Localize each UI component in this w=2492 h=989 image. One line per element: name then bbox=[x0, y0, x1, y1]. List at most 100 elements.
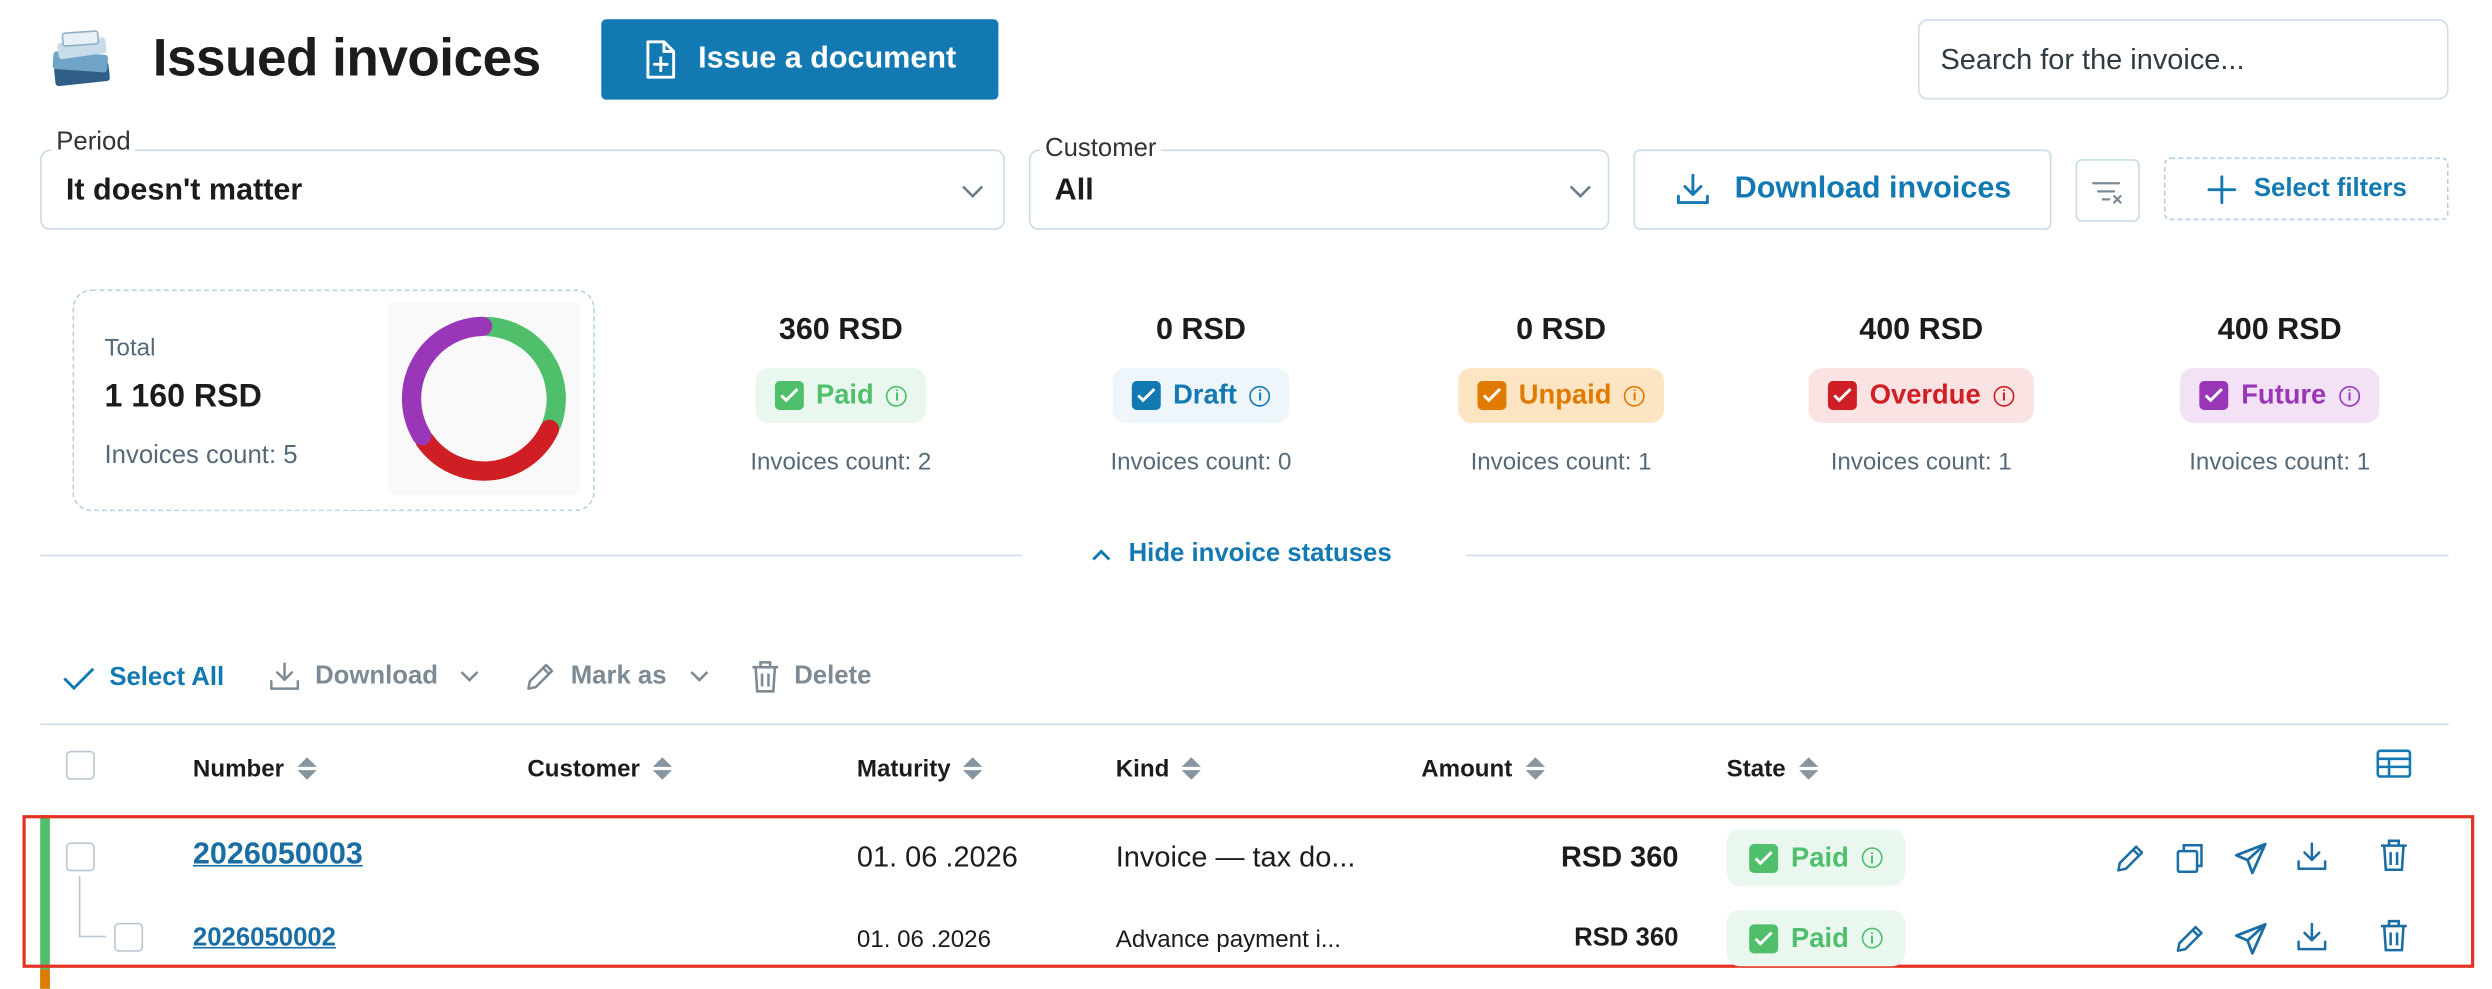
row-state-label: Paid bbox=[1791, 841, 1849, 873]
plus-icon bbox=[2206, 173, 2238, 205]
info-icon: i bbox=[1249, 385, 1271, 406]
search-placeholder: Search for the invoice... bbox=[1940, 42, 2245, 75]
sort-icon bbox=[1182, 757, 1202, 780]
page-title: Issued invoices bbox=[152, 27, 541, 87]
customer-value: All bbox=[1054, 173, 1094, 208]
row-state-badge[interactable]: Paid i bbox=[1726, 909, 1906, 967]
status-amount: 400 RSD bbox=[1859, 313, 1984, 348]
download-invoices-button[interactable]: Download invoices bbox=[1633, 149, 2052, 230]
period-label: Period bbox=[51, 127, 136, 160]
check-icon bbox=[2199, 381, 2229, 410]
donut-segment-future bbox=[401, 316, 493, 446]
column-header-customer[interactable]: Customer bbox=[527, 752, 673, 784]
column-header-kind[interactable]: Kind bbox=[1116, 752, 1202, 784]
sort-icon bbox=[1798, 757, 1818, 780]
info-icon: i bbox=[2339, 385, 2361, 406]
check-icon bbox=[1476, 381, 1506, 410]
column-header-number[interactable]: Number bbox=[192, 752, 317, 784]
status-amount: 0 RSD bbox=[1516, 313, 1607, 348]
donut-segment-overdue bbox=[415, 419, 560, 481]
row-checkbox[interactable] bbox=[114, 922, 144, 952]
status-badge-label: Future bbox=[2241, 379, 2327, 410]
status-badge-label: Paid bbox=[815, 379, 874, 410]
row-maturity: 01. 06 .2026 bbox=[856, 926, 992, 954]
issue-document-label: Issue a document bbox=[698, 41, 957, 76]
bulk-download-button[interactable]: Download bbox=[267, 658, 480, 697]
status-badge[interactable]: Unpaid i bbox=[1457, 368, 1665, 423]
issue-document-button[interactable]: Issue a document bbox=[601, 19, 999, 100]
check-icon bbox=[1749, 843, 1779, 873]
bulk-delete-label: Delete bbox=[794, 662, 872, 690]
section-divider bbox=[1466, 554, 2449, 557]
row-state-badge[interactable]: Paid i bbox=[1726, 829, 1906, 886]
status-count: Invoices count: 1 bbox=[2189, 448, 2371, 476]
row-maturity: 01. 06 .2026 bbox=[856, 840, 1018, 873]
edit-icon[interactable] bbox=[2111, 839, 2150, 878]
column-header-label: State bbox=[1726, 754, 1786, 783]
select-filters-label: Select filters bbox=[2253, 174, 2407, 202]
status-draft: 0 RSD Draft i Invoices count: 0 bbox=[1040, 314, 1362, 491]
row-checkbox[interactable] bbox=[65, 842, 95, 872]
chevron-down-icon bbox=[689, 670, 708, 683]
mark-as-button[interactable]: Mark as bbox=[523, 658, 709, 697]
status-badge[interactable]: Future i bbox=[2180, 368, 2380, 423]
info-icon: i bbox=[1993, 385, 2015, 406]
column-header-label: Maturity bbox=[856, 754, 951, 783]
clear-filters-button[interactable] bbox=[2075, 159, 2140, 222]
check-icon bbox=[1827, 381, 1857, 410]
bulk-delete-button[interactable]: Delete bbox=[749, 658, 871, 697]
column-header-state[interactable]: State bbox=[1727, 752, 1818, 784]
trash-icon bbox=[749, 659, 781, 694]
bulk-download-label: Download bbox=[315, 662, 438, 690]
select-filters-button[interactable]: Select filters bbox=[2163, 157, 2449, 221]
clear-filter-icon bbox=[2090, 176, 2125, 205]
invoice-number-link[interactable]: 2026050003 bbox=[192, 837, 363, 872]
copy-icon[interactable] bbox=[2170, 839, 2209, 878]
download-icon[interactable] bbox=[2293, 918, 2332, 957]
toggle-statuses-link[interactable]: Hide invoice statuses bbox=[1090, 537, 1392, 572]
sort-icon bbox=[963, 757, 983, 780]
column-header-amount[interactable]: Amount bbox=[1421, 752, 1545, 784]
send-icon[interactable] bbox=[2231, 920, 2270, 959]
status-count: Invoices count: 1 bbox=[1470, 448, 1652, 476]
info-icon: i bbox=[886, 385, 908, 406]
status-paid: 360 RSD Paid i Invoices count: 2 bbox=[680, 314, 1002, 491]
invoice-search-input[interactable]: Search for the invoice... bbox=[1917, 19, 2449, 100]
select-all-button[interactable]: Select All bbox=[61, 659, 224, 698]
status-badge[interactable]: Paid i bbox=[754, 368, 927, 423]
status-amount: 360 RSD bbox=[778, 313, 903, 348]
download-icon bbox=[1674, 170, 1713, 209]
period-select[interactable] bbox=[40, 149, 1005, 230]
download-icon[interactable] bbox=[2293, 838, 2332, 877]
send-icon[interactable] bbox=[2231, 839, 2270, 878]
table-columns-icon[interactable] bbox=[2375, 748, 2414, 788]
trash-icon[interactable] bbox=[2375, 916, 2414, 955]
status-badge[interactable]: Overdue i bbox=[1808, 368, 2034, 423]
pencil-icon bbox=[523, 659, 558, 694]
info-icon: i bbox=[1624, 385, 1646, 406]
total-invoices-count: Invoices count: 5 bbox=[104, 442, 298, 470]
status-badge[interactable]: Draft i bbox=[1111, 368, 1290, 423]
row-status-indicator bbox=[40, 969, 50, 989]
download-invoices-label: Download invoices bbox=[1734, 172, 2012, 206]
add-document-icon bbox=[643, 39, 678, 81]
status-count: Invoices count: 2 bbox=[750, 448, 932, 476]
selection-highlight bbox=[22, 815, 2475, 968]
status-unpaid: 0 RSD Unpaid i Invoices count: 1 bbox=[1400, 314, 1722, 491]
status-amount: 400 RSD bbox=[2217, 313, 2342, 348]
column-header-label: Number bbox=[192, 754, 285, 783]
invoice-number-link[interactable]: 2026050002 bbox=[192, 924, 336, 952]
status-count: Invoices count: 0 bbox=[1110, 448, 1292, 476]
status-badge-label: Draft bbox=[1173, 379, 1237, 410]
status-badge-label: Overdue bbox=[1869, 379, 1981, 410]
trash-icon[interactable] bbox=[2375, 836, 2414, 875]
chevron-down-icon bbox=[461, 670, 480, 683]
row-status-indicator bbox=[40, 815, 50, 989]
status-overdue: 400 RSD Overdue i Invoices count: 1 bbox=[1760, 314, 2082, 491]
select-all-checkbox[interactable] bbox=[65, 750, 95, 780]
check-icon bbox=[61, 664, 96, 693]
app-logo-icon bbox=[48, 29, 119, 93]
check-icon bbox=[1749, 923, 1779, 953]
edit-icon[interactable] bbox=[2170, 920, 2209, 959]
column-header-maturity[interactable]: Maturity bbox=[857, 752, 983, 784]
